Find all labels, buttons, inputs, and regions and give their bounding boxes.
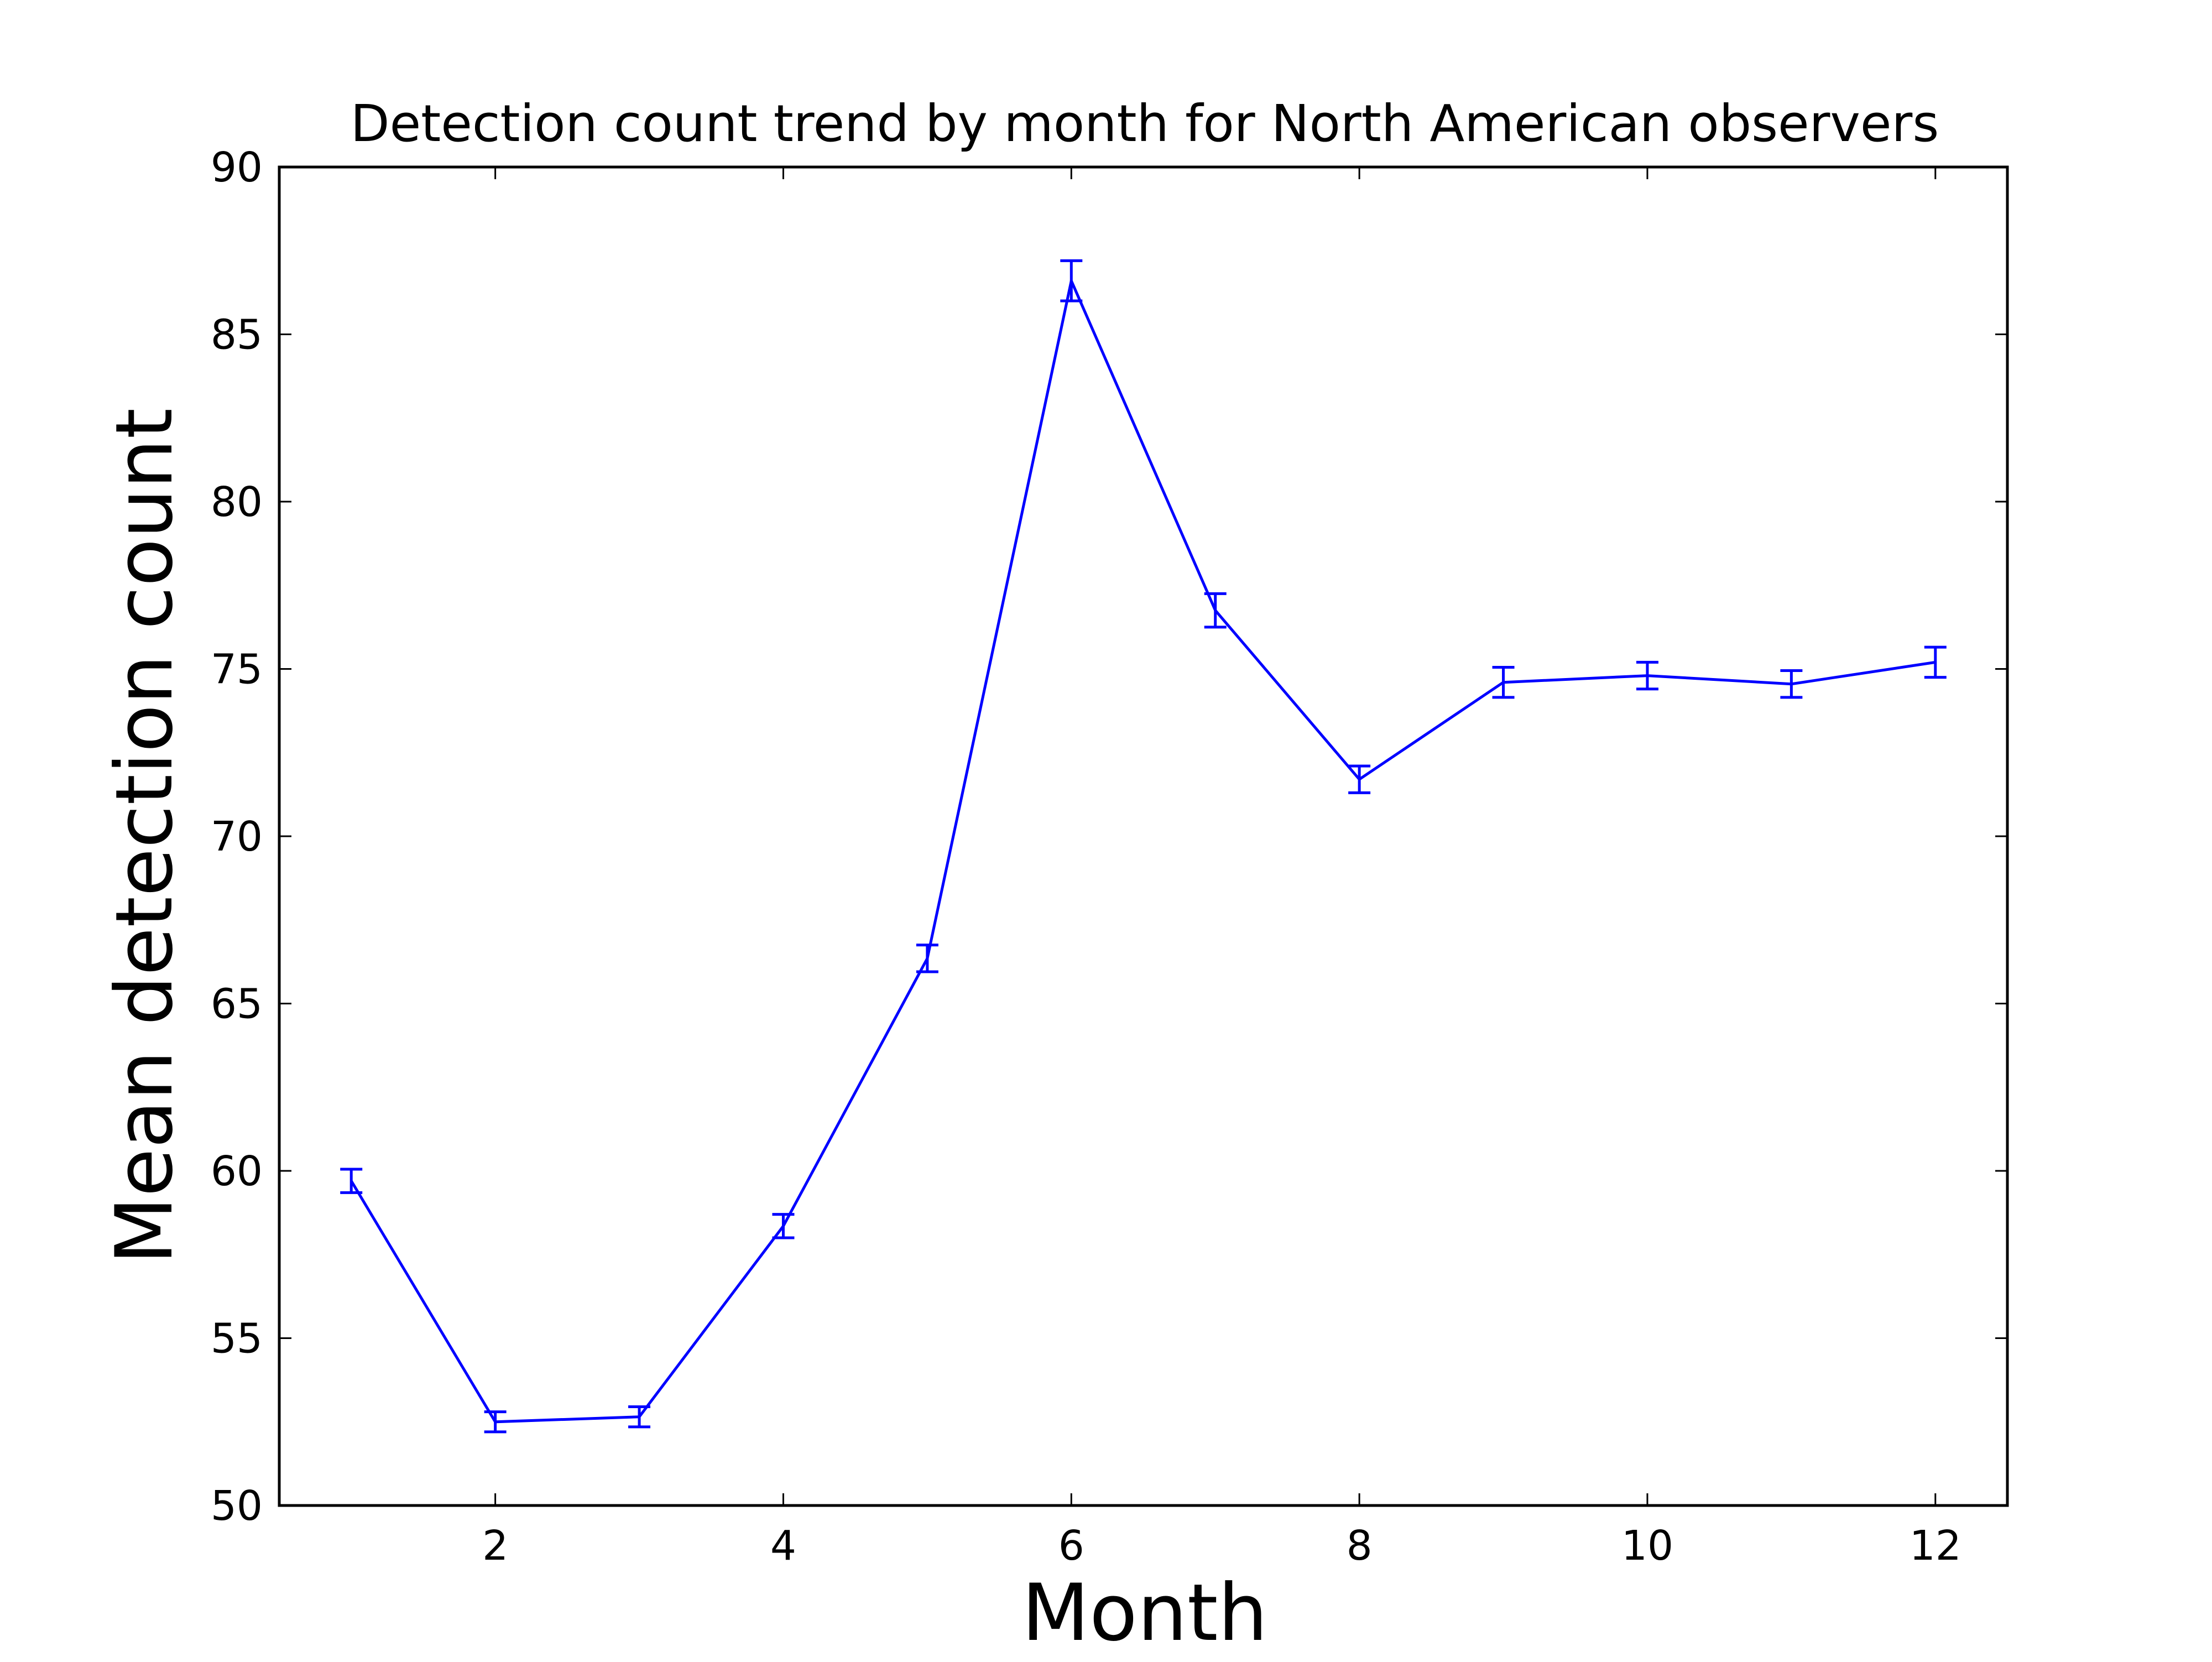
y-tick-label: 70 <box>211 813 263 861</box>
y-axis-title: Mean detection count <box>99 408 190 1264</box>
x-tick-label: 6 <box>1058 1522 1084 1570</box>
y-tick-label: 55 <box>211 1315 263 1363</box>
plot-area: 2 4 6 8 10 12 50 55 60 65 70 75 80 85 90 <box>211 144 2007 1570</box>
x-tick-label: 12 <box>1910 1522 1961 1570</box>
y-tick-label: 60 <box>211 1148 263 1195</box>
chart-title: Detection count trend by month for North… <box>351 94 1939 153</box>
y-tick-label: 80 <box>211 478 263 526</box>
x-tick-label: 4 <box>770 1522 796 1570</box>
x-axis-title: Month <box>1021 1567 1267 1659</box>
y-tick-label: 85 <box>211 311 263 359</box>
y-tick-label: 50 <box>211 1482 263 1530</box>
x-tick-label: 8 <box>1347 1522 1373 1570</box>
x-tick-label: 2 <box>482 1522 508 1570</box>
y-tick-label: 65 <box>211 981 263 1028</box>
x-tick-label: 10 <box>1621 1522 1673 1570</box>
y-tick-label: 75 <box>211 646 263 694</box>
axes-frame <box>279 167 2007 1505</box>
y-tick-label: 90 <box>211 144 263 191</box>
series-line <box>351 281 1936 1422</box>
